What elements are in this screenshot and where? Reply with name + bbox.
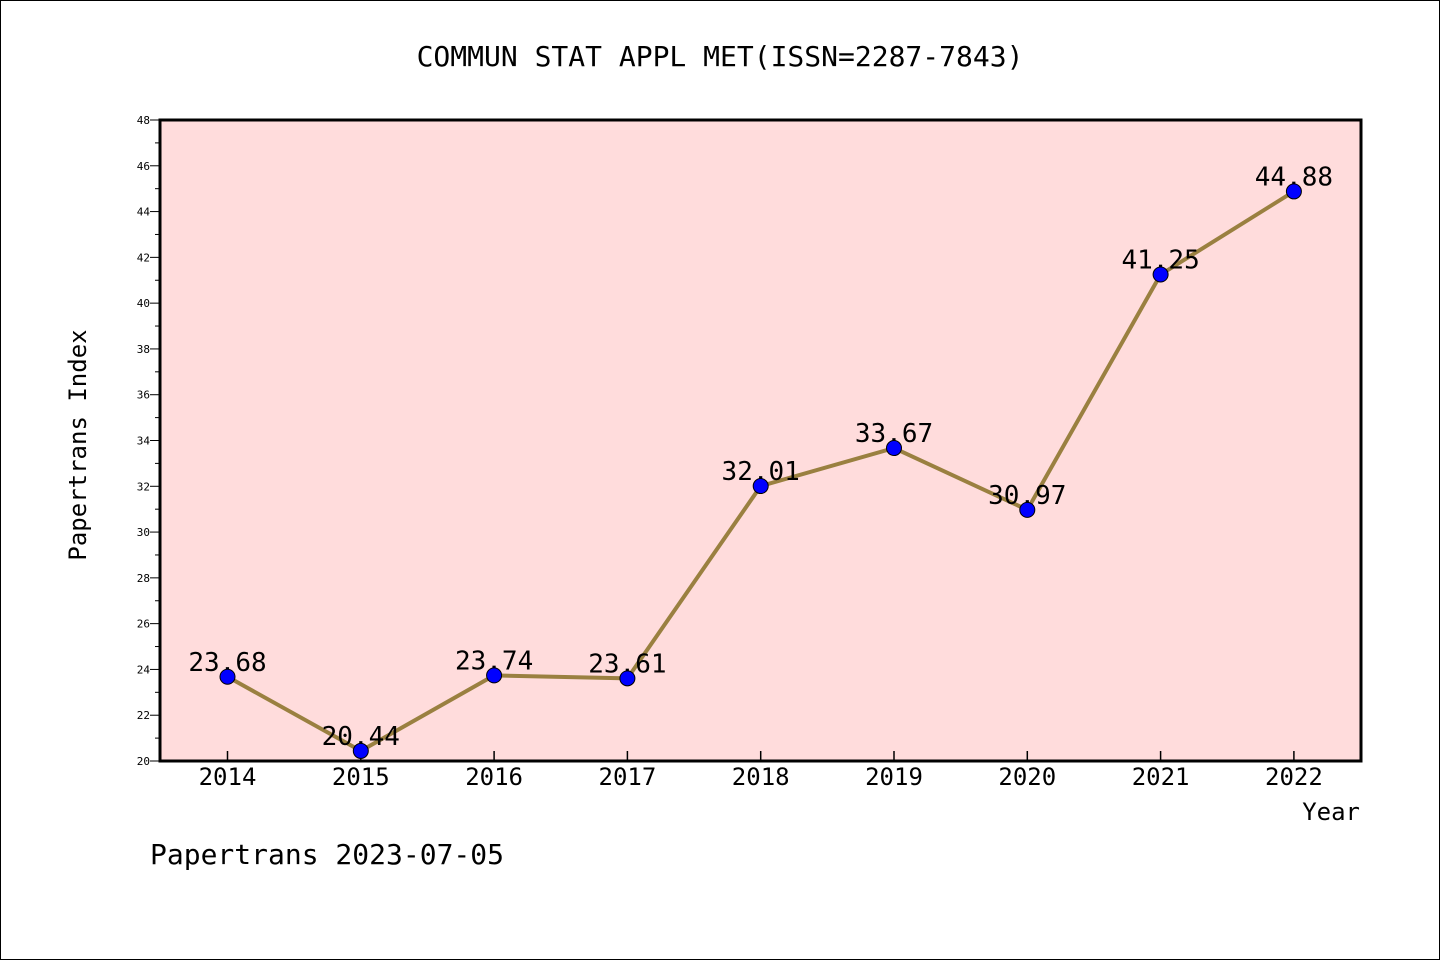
y-axis-ticks: 20 22 24 26 28 30 32 34 36 38 40 42 44 46 48 xyxy=(137,114,160,768)
y-tick-label: 26 xyxy=(137,618,150,631)
y-tick-label: 24 xyxy=(137,663,151,676)
x-tick-label: 2015 xyxy=(332,763,390,791)
plot-area xyxy=(160,120,1361,761)
y-tick-label: 48 xyxy=(137,114,150,127)
data-point xyxy=(1152,266,1169,283)
y-tick-label: 22 xyxy=(137,709,150,722)
x-tick-label: 2017 xyxy=(599,763,657,791)
data-point xyxy=(486,667,503,684)
x-axis-ticks: 2014 2015 2016 2017 2018 2019 2020 2021 2022 xyxy=(199,751,1323,791)
series-points xyxy=(219,183,1302,759)
x-tick-label: 2018 xyxy=(732,763,790,791)
data-point xyxy=(752,478,769,495)
y-axis-label: Papertrans Index xyxy=(64,329,92,560)
x-tick-label: 2020 xyxy=(998,763,1056,791)
y-tick-label: 38 xyxy=(137,343,150,356)
x-tick-label: 2022 xyxy=(1265,763,1323,791)
y-tick-label: 44 xyxy=(137,206,151,219)
y-tick-label: 36 xyxy=(137,389,150,402)
y-tick-label: 42 xyxy=(137,251,150,264)
chart-title: COMMUN STAT APPL MET(ISSN=2287-7843) xyxy=(417,40,1024,73)
data-point xyxy=(1019,501,1036,518)
plot-frame xyxy=(158,118,1363,763)
data-point xyxy=(886,440,902,457)
x-axis-label: Year xyxy=(1302,798,1360,826)
data-point xyxy=(619,670,636,687)
data-point xyxy=(352,742,369,759)
x-tick-label: 2014 xyxy=(199,763,257,791)
y-tick-label: 32 xyxy=(137,480,150,493)
x-tick-label: 2016 xyxy=(465,763,523,791)
x-tick-label: 2019 xyxy=(865,763,923,791)
x-tick-label: 2021 xyxy=(1132,763,1190,791)
footer-text: Papertrans 2023-07-05 xyxy=(150,838,504,871)
y-tick-label: 46 xyxy=(137,160,150,173)
y-tick-label: 30 xyxy=(137,526,150,539)
data-point xyxy=(219,668,236,685)
y-tick-label: 20 xyxy=(137,755,150,768)
y-tick-label: 28 xyxy=(137,572,150,585)
y-tick-label: 40 xyxy=(137,297,150,310)
data-point xyxy=(1285,183,1302,200)
y-tick-label: 34 xyxy=(137,435,151,448)
